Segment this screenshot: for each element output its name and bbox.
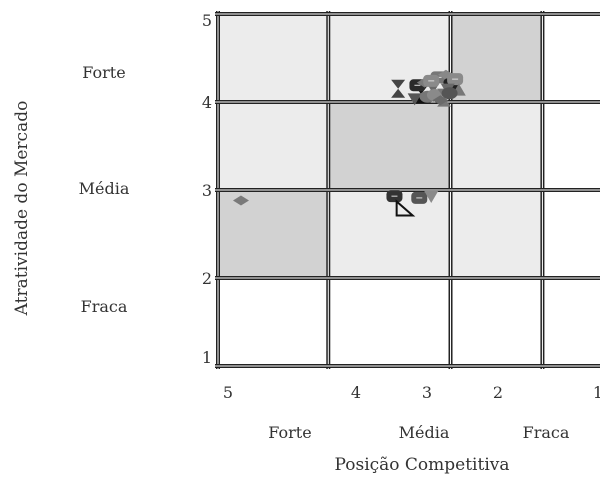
matrix-cell — [450, 190, 543, 278]
y-category-labels: Forte Média Fraca — [79, 63, 130, 316]
x-category-label: Fraca — [523, 423, 570, 442]
data-point-circle — [441, 87, 458, 100]
data-point-hourglass — [391, 79, 406, 98]
x-category-label: Média — [399, 423, 450, 442]
x-tick-labels: 5 4 3 2 1 — [223, 383, 600, 402]
data-point-triangle-down — [407, 93, 422, 106]
y-tick-label: 4 — [202, 93, 212, 112]
y-category-label: Fraca — [81, 297, 128, 316]
x-axis-title: Posição Competitiva — [334, 455, 509, 475]
matrix-cell — [328, 102, 451, 190]
matrix-cells — [218, 14, 543, 278]
matrix-cell — [218, 102, 329, 190]
x-tick-label: 4 — [351, 383, 361, 402]
y-tick-label: 3 — [202, 181, 212, 200]
y-tick-label: 2 — [202, 269, 212, 288]
y-tick-label: 5 — [202, 11, 212, 30]
matrix-cell — [218, 14, 329, 102]
y-tick-label: 1 — [202, 348, 212, 367]
y-axis-title: Atratividade do Mercado — [12, 101, 32, 317]
matrix-cell — [328, 190, 451, 278]
data-points — [232, 69, 466, 217]
matrix-cell — [218, 190, 329, 278]
data-point-diamond — [232, 195, 249, 206]
x-tick-label: 2 — [493, 383, 503, 402]
y-tick-labels: 5 4 3 2 1 — [202, 11, 212, 367]
matrix-cell — [450, 14, 543, 102]
x-tick-label: 5 — [223, 383, 233, 402]
x-category-labels: Forte Média Fraca — [268, 423, 570, 442]
y-category-label: Forte — [82, 63, 125, 82]
x-tick-label: 1 — [593, 383, 600, 402]
data-point-triangle-down — [424, 191, 439, 204]
x-category-label: Forte — [268, 423, 311, 442]
y-category-label: Média — [79, 179, 130, 198]
matrix-grid — [215, 11, 600, 369]
data-point-triangle-outline — [395, 199, 416, 217]
x-tick-label: 3 — [422, 383, 432, 402]
matrix-cell — [450, 102, 543, 190]
